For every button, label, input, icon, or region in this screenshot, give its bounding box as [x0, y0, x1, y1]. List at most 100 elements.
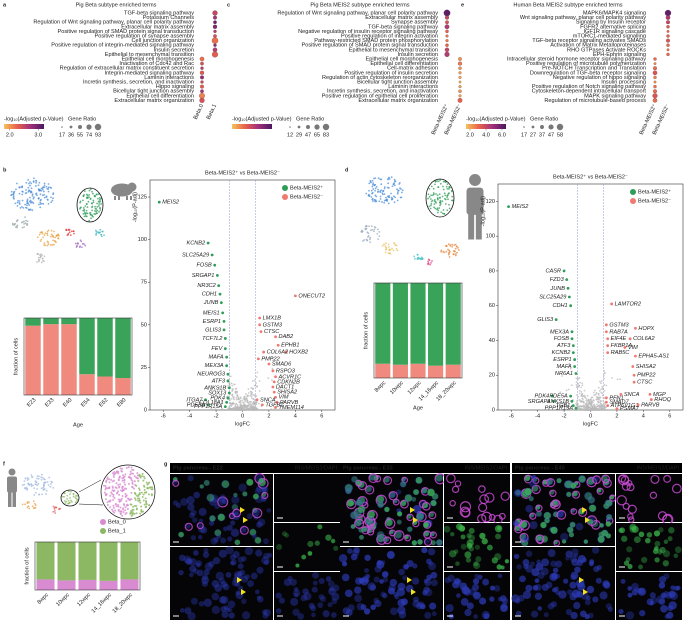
gene-label: SMAD7	[609, 400, 629, 406]
meis2-signal	[345, 487, 352, 494]
nucleus	[627, 592, 633, 598]
gene-label: FKBP1A	[611, 343, 633, 349]
umap-cell	[16, 204, 19, 207]
umap-cell	[446, 196, 448, 199]
umap-cell	[88, 219, 91, 222]
gene-point	[256, 357, 260, 361]
umap-cell	[27, 505, 30, 508]
nucleus	[262, 486, 269, 493]
gene-label: ANKS1B	[546, 399, 569, 405]
gene-point	[223, 347, 227, 351]
nucleus	[436, 539, 443, 546]
umap-cell	[25, 191, 28, 194]
umap-cell	[74, 242, 77, 245]
background-point	[267, 399, 270, 402]
background-point	[230, 405, 233, 408]
meis2-signal	[233, 492, 238, 498]
nucleus	[571, 548, 579, 556]
background-point	[216, 404, 218, 407]
nucleus	[327, 602, 333, 608]
colorbar-tick-label: 4.0	[482, 132, 490, 138]
background-point	[575, 401, 578, 404]
background-point	[256, 371, 259, 374]
umap-cell	[25, 207, 28, 209]
panel-label: d	[345, 167, 349, 173]
legend-swatch	[100, 528, 106, 534]
umap-cell	[31, 193, 34, 196]
micrograph	[274, 474, 340, 522]
nucleus	[230, 559, 237, 566]
umap-cell	[57, 237, 60, 240]
gene-point	[570, 399, 574, 403]
meis2-signal	[253, 493, 259, 500]
umap-cell	[84, 215, 87, 218]
umap-cell	[35, 483, 37, 486]
umap-cell	[372, 182, 375, 185]
umap-cell	[81, 199, 84, 202]
umap-cell	[37, 256, 40, 259]
background-point	[603, 389, 606, 392]
bar-segment	[61, 324, 77, 395]
meis2-signal	[540, 522, 547, 529]
background-point	[271, 379, 273, 382]
background-point	[234, 403, 237, 406]
nucleus	[631, 589, 638, 596]
nucleus	[595, 577, 602, 584]
nucleus	[565, 608, 573, 616]
umap-cell	[39, 255, 42, 258]
nucleus	[445, 604, 454, 613]
gene-label: SLC25A29	[539, 294, 566, 300]
term-label: Positive regulation of integrin-mediated…	[51, 43, 194, 49]
umap-cell	[130, 477, 133, 480]
umap-cell	[138, 488, 141, 491]
umap-cell	[446, 194, 449, 196]
umap-cell	[444, 203, 447, 205]
legend-swatch	[282, 185, 288, 191]
term-label: Synapse assembly	[391, 20, 438, 26]
nucleus	[430, 579, 438, 587]
legend-label: Beta-MEIS2⁻	[290, 194, 323, 200]
nucleus	[397, 598, 406, 607]
size-legend-dot	[289, 126, 291, 128]
umap-cell	[117, 478, 120, 481]
dot	[653, 62, 657, 65]
umap-cell	[91, 206, 93, 209]
ins-signal	[459, 506, 471, 518]
umap-cell	[40, 202, 43, 205]
umap-cell	[390, 196, 393, 199]
umap-cell	[95, 234, 97, 236]
image-header	[340, 463, 510, 473]
nucleus	[426, 574, 433, 581]
nucleus	[490, 585, 495, 591]
nucleus	[235, 581, 241, 587]
umap-cell	[15, 225, 18, 228]
y-tick-label: 40	[489, 338, 495, 344]
nucleus	[184, 607, 192, 615]
gene-label: EPHB1	[281, 343, 299, 349]
umap-cell	[130, 478, 133, 481]
gene-point	[219, 301, 223, 305]
ins-signal	[626, 483, 635, 492]
umap-cell	[385, 247, 388, 249]
dot	[443, 9, 451, 17]
meis2-signal	[662, 550, 671, 558]
ins-signal	[451, 485, 460, 494]
umap-cell	[98, 201, 101, 203]
umap-cell	[442, 188, 445, 191]
meis2-signal	[479, 532, 486, 540]
nucleus	[220, 581, 228, 588]
umap-cell	[33, 507, 36, 509]
background-point	[246, 405, 249, 407]
background-point	[598, 404, 601, 406]
umap-cell	[104, 484, 107, 487]
umap-cell	[384, 244, 387, 247]
umap-cell	[390, 192, 392, 195]
background-point	[597, 401, 600, 404]
dot	[458, 89, 462, 93]
ins-signal	[252, 508, 263, 519]
nucleus	[585, 595, 591, 601]
umap-cell	[145, 481, 148, 484]
umap-cell	[72, 495, 75, 498]
pig-icon	[118, 196, 120, 200]
